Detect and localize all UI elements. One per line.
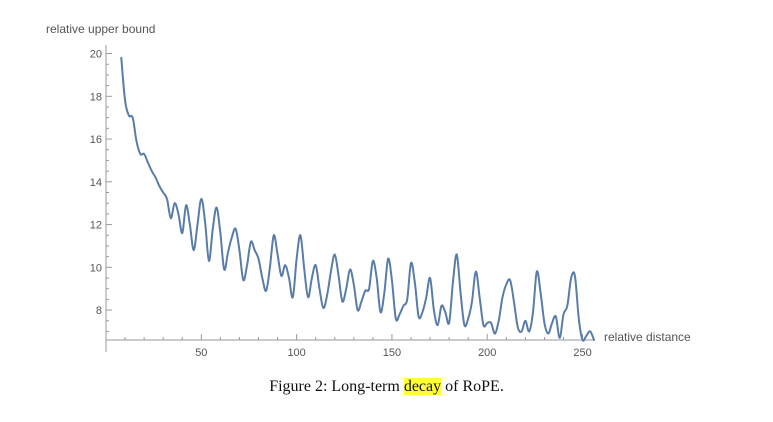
y-tick-label: 16 [90, 134, 102, 146]
caption-text-before: Figure 2: Long-term [269, 378, 404, 395]
x-tick-label: 150 [383, 347, 401, 359]
caption-highlight: decay [403, 378, 442, 395]
y-tick-label: 14 [90, 177, 102, 189]
x-tick-label: 200 [478, 347, 496, 359]
x-tick-label: 100 [287, 347, 305, 359]
series-line [120, 56, 595, 342]
x-tick-label: 50 [195, 347, 207, 359]
caption-text-after: of RoPE. [441, 378, 504, 395]
y-tick-label: 8 [96, 305, 102, 317]
y-tick-label: 10 [90, 262, 102, 274]
x-axis-ticks: 50 100 150 200 250 [124, 334, 592, 359]
y-tick-label: 20 [90, 49, 102, 61]
y-tick-label: 18 [90, 91, 102, 103]
x-axis-label: relative distance [604, 330, 691, 344]
axes [105, 45, 594, 352]
figure-caption: Figure 2: Long-term decay of RoPE. [0, 378, 773, 396]
y-axis-label: relative upper bound [46, 22, 155, 36]
y-tick-label: 12 [90, 220, 102, 232]
x-tick-label: 250 [573, 347, 591, 359]
line-chart: relative upper bound relative distance 8… [46, 22, 691, 359]
y-axis-ticks: 8 10 12 14 16 18 20 [90, 49, 112, 332]
